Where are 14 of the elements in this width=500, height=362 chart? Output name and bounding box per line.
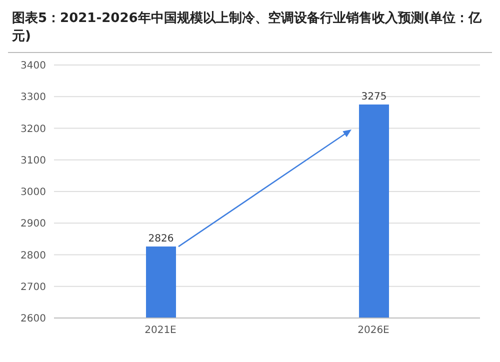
y-tick-label: 3300	[20, 92, 46, 104]
x-tick-label: 2026E	[358, 325, 390, 336]
y-tick-label: 3400	[20, 60, 46, 72]
y-tick-label: 2900	[20, 218, 46, 230]
y-tick-label: 2600	[20, 314, 46, 325]
data-label: 2826	[148, 234, 174, 245]
y-tick-label: 3200	[20, 124, 46, 135]
y-tick-label: 2700	[20, 282, 46, 293]
y-tick-label: 2800	[20, 250, 46, 262]
y-tick-label: 3000	[20, 187, 46, 198]
x-tick-label: 2021E	[144, 325, 176, 336]
data-label: 3275	[361, 92, 387, 103]
y-tick-label: 3100	[20, 155, 46, 166]
chart-title: 图表5：2021-2026年中国规模以上制冷、空调设备行业销售收入预测(单位：亿元)	[8, 8, 492, 53]
